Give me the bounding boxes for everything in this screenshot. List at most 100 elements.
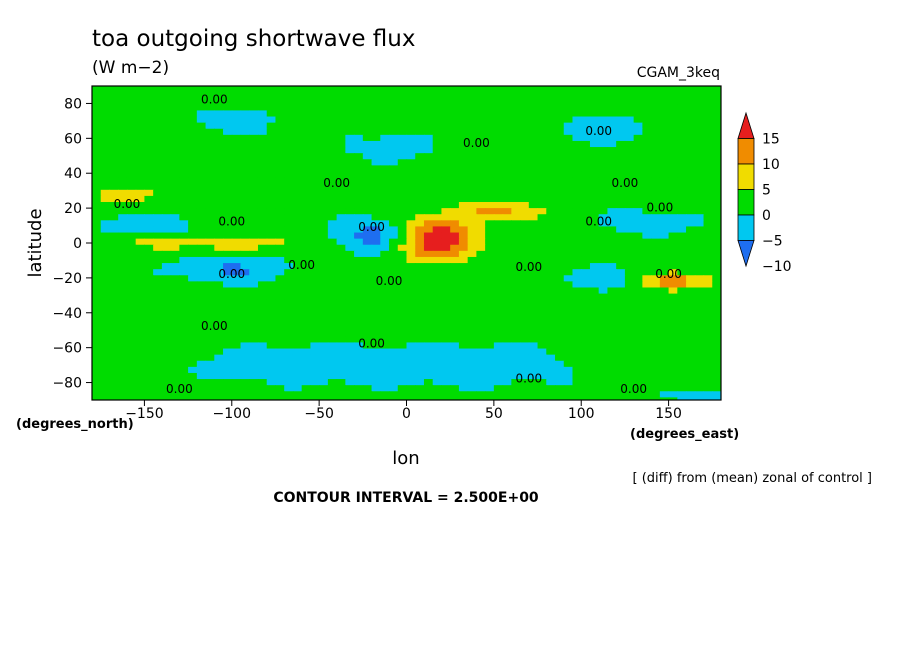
- field-cell: [92, 379, 102, 386]
- field-cell: [292, 214, 303, 221]
- field-cell: [345, 153, 355, 160]
- field-cell: [537, 250, 547, 258]
- field-cell: [362, 287, 373, 295]
- field-cell: [493, 293, 504, 301]
- field-cell: [109, 208, 119, 215]
- field-cell: [284, 226, 294, 234]
- field-cell: [380, 397, 390, 400]
- field-cell: [397, 147, 408, 154]
- field-cell: [179, 177, 189, 185]
- field-cell: [389, 342, 399, 350]
- field-cell: [485, 281, 495, 289]
- field-cell: [362, 281, 373, 289]
- field-cell: [118, 360, 128, 368]
- field-cell: [380, 134, 390, 142]
- field-cell: [423, 232, 434, 240]
- field-cell: [380, 202, 390, 209]
- field-cell: [598, 342, 609, 350]
- field-cell: [161, 263, 172, 270]
- field-cell: [196, 281, 207, 289]
- field-cell: [126, 171, 137, 179]
- field-cell: [668, 165, 678, 173]
- field-cell: [616, 232, 626, 240]
- field-cell: [467, 311, 477, 319]
- field-cell: [354, 354, 364, 362]
- field-cell: [92, 275, 102, 282]
- field-cell: [633, 104, 643, 112]
- field-cell: [266, 250, 277, 258]
- field-cell: [196, 104, 207, 112]
- field-cell: [275, 171, 285, 179]
- field-cell: [423, 104, 434, 112]
- field-cell: [153, 342, 163, 350]
- field-cell: [144, 171, 154, 179]
- field-cell: [659, 330, 670, 337]
- field-cell: [118, 391, 128, 398]
- field-cell: [572, 397, 582, 400]
- field-cell: [153, 147, 163, 154]
- field-cell: [476, 171, 486, 179]
- field-cell: [659, 324, 670, 331]
- field-cell: [677, 189, 687, 197]
- field-cell: [319, 214, 329, 221]
- field-cell: [292, 287, 303, 295]
- field-cell: [546, 147, 556, 154]
- field-cell: [555, 360, 565, 368]
- field-cell: [319, 165, 329, 173]
- field-cell: [589, 324, 600, 331]
- field-cell: [179, 116, 189, 124]
- field-cell: [92, 202, 102, 209]
- field-cell: [135, 128, 146, 136]
- field-cell: [196, 311, 207, 319]
- field-cell: [179, 256, 189, 264]
- field-cell: [109, 122, 119, 130]
- field-cell: [432, 305, 443, 313]
- field-cell: [292, 311, 303, 319]
- field-cell: [511, 342, 521, 350]
- field-cell: [572, 159, 582, 166]
- field-cell: [284, 342, 294, 350]
- field-cell: [292, 110, 303, 118]
- field-cell: [572, 208, 582, 215]
- field-cell: [686, 116, 696, 124]
- field-cell: [415, 159, 425, 166]
- field-cell: [223, 147, 233, 154]
- field-cell: [476, 299, 486, 307]
- field-cell: [292, 360, 303, 368]
- field-cell: [170, 372, 180, 380]
- field-cell: [100, 269, 111, 276]
- field-cell: [651, 153, 661, 160]
- field-cell: [528, 208, 539, 215]
- field-cell: [170, 263, 180, 270]
- field-cell: [467, 342, 477, 350]
- field-cell: [380, 354, 390, 362]
- field-cell: [223, 208, 233, 215]
- field-cell: [441, 226, 451, 234]
- field-cell: [354, 177, 364, 185]
- field-cell: [92, 110, 102, 118]
- field-cell: [371, 98, 381, 105]
- field-cell: [336, 281, 346, 289]
- field-cell: [703, 153, 713, 160]
- field-cell: [668, 366, 678, 374]
- field-cell: [301, 379, 312, 386]
- field-cell: [441, 232, 451, 240]
- field-cell: [624, 397, 635, 400]
- field-cell: [659, 250, 670, 258]
- field-cell: [616, 263, 626, 270]
- field-cell: [266, 153, 277, 160]
- field-cell: [275, 244, 285, 252]
- field-cell: [624, 195, 635, 203]
- field-cell: [642, 208, 652, 215]
- field-cell: [354, 348, 364, 356]
- field-cell: [450, 293, 460, 301]
- field-cell: [476, 153, 486, 160]
- field-cell: [467, 110, 477, 118]
- field-cell: [362, 134, 373, 142]
- field-cell: [161, 342, 172, 350]
- field-cell: [511, 208, 521, 215]
- field-cell: [659, 366, 670, 374]
- field-cell: [109, 354, 119, 362]
- field-cell: [371, 208, 381, 215]
- field-cell: [345, 354, 355, 362]
